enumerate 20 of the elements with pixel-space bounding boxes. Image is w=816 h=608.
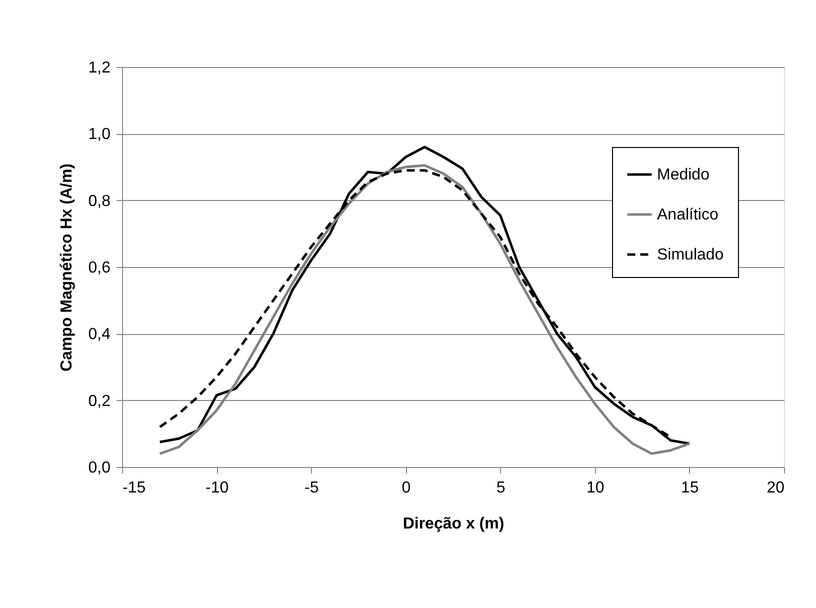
x-tick-label: 0 [402, 480, 411, 496]
x-tick-label: 5 [496, 480, 506, 496]
x-tick-label: -10 [206, 480, 229, 496]
x-tick-label: 20 [766, 480, 785, 496]
x-tick-label: 15 [681, 480, 699, 496]
x-tick-label: 10 [586, 480, 604, 496]
y-tick-label: 0,4 [88, 326, 111, 344]
legend-label: Analítico [657, 206, 718, 224]
y-tick-label: 0,6 [88, 260, 111, 276]
x-tick-label: -5 [304, 480, 319, 496]
legend-label: Simulado [657, 246, 724, 264]
y-tick-label: 0,0 [88, 460, 111, 476]
x-axis-title: Direção x (m) [402, 516, 504, 532]
y-tick-label: 0,8 [88, 192, 111, 210]
x-tick-label: -15 [122, 480, 146, 496]
y-tick-label: 0,2 [88, 392, 111, 410]
legend-label: Medido [657, 166, 710, 184]
y-axis-title: Campo Magnético Hx (A/m) [58, 163, 76, 372]
y-tick-label: 1,2 [88, 60, 111, 76]
y-tick-label: 1,0 [88, 126, 111, 144]
